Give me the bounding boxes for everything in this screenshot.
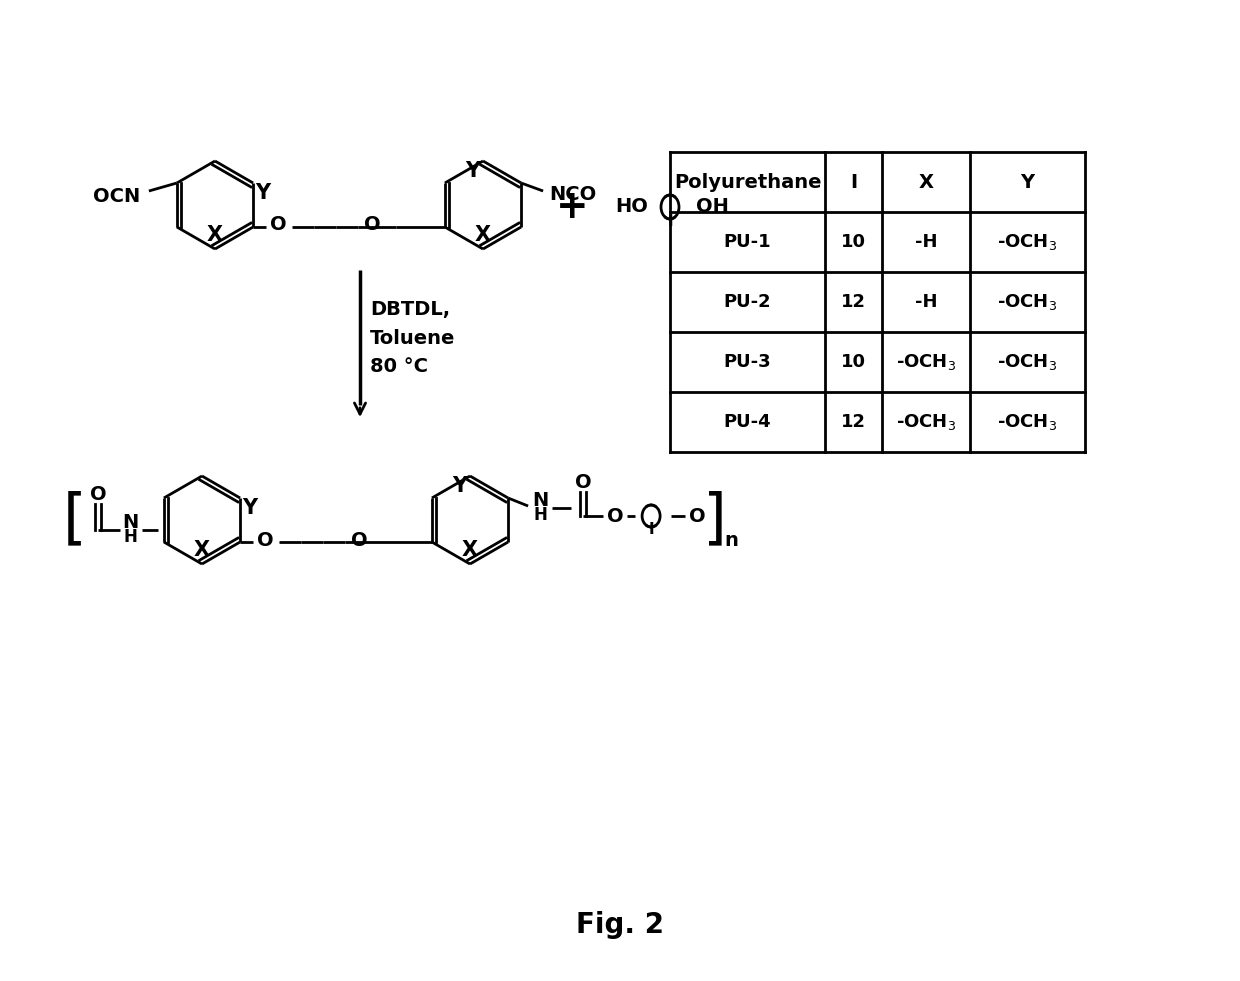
- Text: Y: Y: [453, 476, 467, 496]
- Text: PU-2: PU-2: [724, 293, 771, 311]
- Text: O: O: [688, 506, 706, 526]
- Text: O: O: [606, 506, 624, 526]
- Text: -OCH$_3$: -OCH$_3$: [897, 352, 956, 372]
- Text: HO: HO: [615, 197, 647, 217]
- Text: O: O: [89, 485, 107, 503]
- Text: X: X: [193, 540, 210, 560]
- Text: NCO: NCO: [549, 185, 596, 204]
- Text: +: +: [556, 188, 588, 226]
- Text: Toluene: Toluene: [370, 329, 455, 347]
- Text: O: O: [575, 473, 591, 491]
- Text: X: X: [919, 173, 934, 191]
- Text: PU-4: PU-4: [724, 413, 771, 431]
- Text: N: N: [122, 512, 138, 532]
- Text: H: H: [123, 528, 136, 546]
- Text: I: I: [849, 173, 857, 191]
- Text: Polyurethane: Polyurethane: [673, 173, 821, 191]
- Text: -OCH$_3$: -OCH$_3$: [897, 412, 956, 432]
- Text: Fig. 2: Fig. 2: [577, 911, 663, 939]
- Text: Y: Y: [465, 161, 481, 181]
- Text: -H: -H: [915, 233, 937, 251]
- Text: Y: Y: [1021, 173, 1034, 191]
- Text: OH: OH: [696, 197, 729, 217]
- Text: -H: -H: [915, 293, 937, 311]
- Text: -OCH$_3$: -OCH$_3$: [997, 352, 1058, 372]
- Text: PU-1: PU-1: [724, 233, 771, 251]
- Text: X: X: [475, 225, 491, 245]
- Text: O: O: [363, 216, 381, 234]
- Text: 10: 10: [841, 353, 866, 371]
- Text: ]: ]: [703, 490, 727, 549]
- Text: 12: 12: [841, 413, 866, 431]
- Text: X: X: [463, 540, 479, 560]
- Text: -OCH$_3$: -OCH$_3$: [997, 232, 1058, 252]
- Text: Y: Y: [255, 183, 270, 203]
- Text: O: O: [270, 216, 286, 234]
- Text: 80 °C: 80 °C: [370, 356, 428, 376]
- Text: Y: Y: [243, 498, 258, 518]
- Text: O: O: [257, 531, 273, 549]
- Text: n: n: [724, 531, 738, 549]
- Text: -OCH$_3$: -OCH$_3$: [997, 412, 1058, 432]
- Text: N: N: [532, 490, 548, 509]
- Text: -OCH$_3$: -OCH$_3$: [997, 292, 1058, 312]
- Text: 10: 10: [841, 233, 866, 251]
- Text: DBTDL,: DBTDL,: [370, 300, 450, 320]
- Text: OCN: OCN: [93, 187, 140, 206]
- Text: O: O: [351, 531, 367, 549]
- Text: X: X: [207, 225, 223, 245]
- Text: [: [: [63, 490, 87, 549]
- Text: PU-3: PU-3: [724, 353, 771, 371]
- Text: 12: 12: [841, 293, 866, 311]
- Text: H: H: [533, 506, 547, 524]
- Text: I: I: [667, 214, 673, 229]
- Text: I: I: [649, 523, 653, 538]
